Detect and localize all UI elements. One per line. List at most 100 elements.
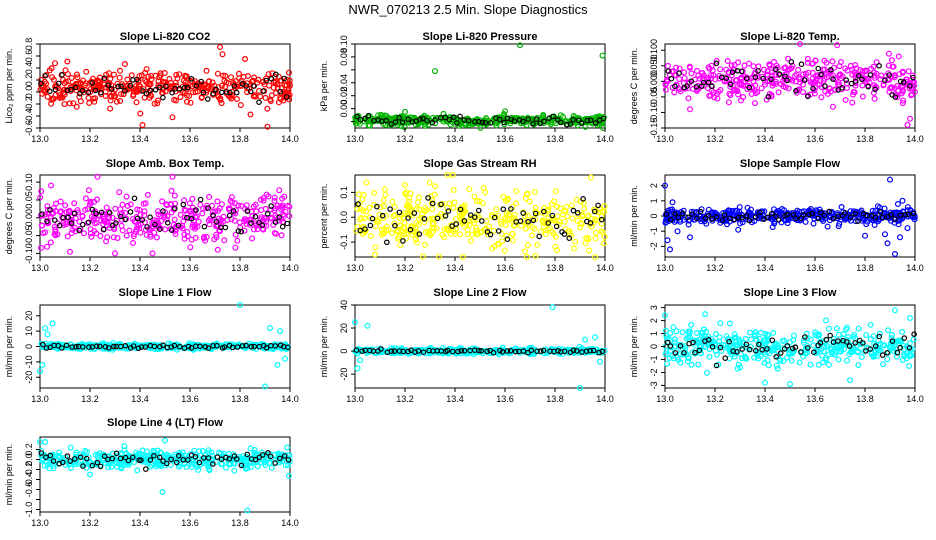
reference-point [44,218,50,225]
scatter-point [234,237,241,244]
reference-point [284,220,291,227]
outlier-point [596,358,603,365]
reference-point [876,63,882,69]
scatter-point [394,228,401,235]
scatter-point [444,172,451,179]
scatter-point [119,227,126,234]
scatter-point [782,84,789,91]
reference-point [407,226,414,233]
reference-point [383,117,390,124]
reference-point [425,195,431,201]
scatter-point [184,98,191,105]
scatter-point [380,230,387,237]
scatter-point [278,206,285,213]
scatter-point [133,226,140,233]
x-tick-label: 14.0 [906,134,924,144]
scatter-point [283,82,290,89]
scatter-point [400,230,407,237]
scatter-point [764,332,771,339]
scatter-point [114,80,121,87]
y-tick-label: 0.050 [649,55,659,78]
outlier-point [149,250,156,257]
scatter-point [822,317,829,324]
reference-point [713,60,720,67]
reference-point [101,75,108,82]
outlier-point [577,385,583,391]
data-points [37,437,293,514]
outlier-point [786,381,793,388]
scatter-point [162,226,169,233]
scatter-point [679,329,686,336]
scatter-point [195,218,202,225]
reference-point [444,347,451,354]
scatter-point [752,90,759,97]
x-tick-label: 13.8 [856,134,874,144]
scatter-point [788,357,795,364]
outlier-point [41,439,48,446]
reference-point [739,214,745,221]
scatter-point [464,226,471,233]
reference-point [760,75,767,82]
scatter-point [752,82,759,89]
reference-point [764,346,770,352]
scatter-point [356,347,363,354]
reference-point [688,78,695,85]
scatter-point [685,95,692,102]
reference-point [109,455,116,462]
scatter-point [734,341,741,348]
reference-point [65,214,72,221]
reference-point [256,99,262,106]
scatter-point [144,80,151,87]
outlier-point [237,302,244,309]
reference-point [93,210,99,217]
scatter-point [111,86,118,93]
reference-point [676,70,682,77]
scatter-point [717,66,724,73]
reference-point [83,455,90,462]
reference-point [846,343,853,349]
outlier-point [94,173,101,180]
scatter-point [271,194,278,201]
reference-point [555,347,561,354]
reference-point [788,59,795,65]
scatter-point [754,74,761,81]
scatter-point [601,203,608,210]
reference-point [884,349,891,356]
scatter-point [145,73,152,80]
scatter-point [228,74,235,81]
scatter-point [786,66,793,73]
scatter-point [232,207,239,214]
reference-point [746,84,753,91]
scatter-point [486,223,493,230]
plot-frame [354,174,606,258]
data-points [352,304,608,391]
reference-point [806,211,812,218]
scatter-point [173,346,180,353]
scatter-point [192,451,199,458]
reference-point [667,217,674,223]
reference-point [221,344,228,350]
panel-title: Slope Li-820 Pressure [423,31,538,43]
reference-point [549,212,556,219]
scatter-point [820,77,827,84]
reference-point [561,348,568,355]
scatter-point [227,461,234,468]
scatter-point [389,198,396,205]
scatter-point [285,472,292,479]
scatter-point [126,227,133,234]
scatter-point [60,89,67,96]
outlier-point [884,240,891,247]
reference-point [815,215,822,222]
scatter-point [55,452,62,459]
reference-point [570,347,577,354]
scatter-point [378,111,385,118]
scatter-point [233,95,240,102]
scatter-point [852,61,859,68]
scatter-point [513,188,520,195]
scatter-point [205,449,212,456]
x-tick-label: 13.6 [181,134,199,144]
reference-point [176,85,183,92]
scatter-point [233,83,240,90]
reference-point [47,452,54,459]
y-tick-label: 0.1 [339,186,349,199]
